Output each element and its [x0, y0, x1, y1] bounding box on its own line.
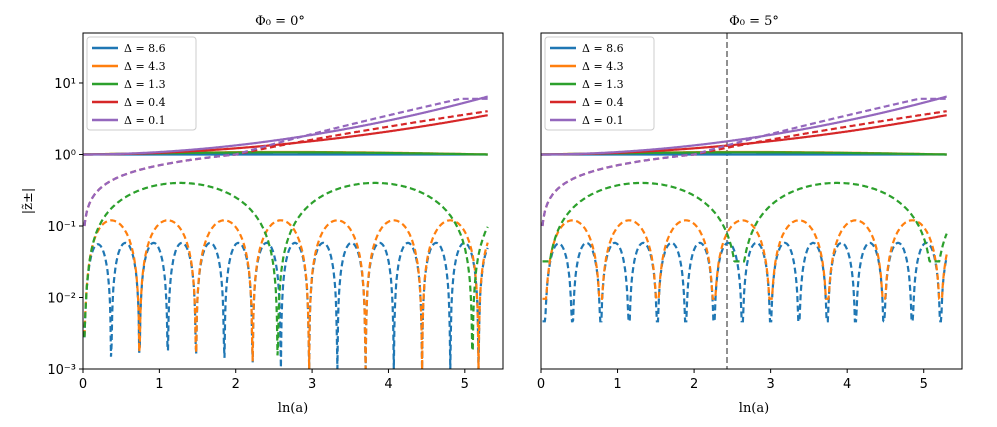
panel-2-xtick-label-0: 0 — [537, 377, 545, 392]
panel-2-legend-label-1: Δ = 8.6 — [582, 42, 624, 55]
panel-2-xtick-label-1: 1 — [613, 377, 621, 392]
panel-1-ytick-label-2: 10⁻¹ — [47, 220, 76, 235]
panel-2-xtick-label-5: 5 — [920, 377, 928, 392]
panel-2-xticks: 0 1 2 3 4 5 — [537, 369, 928, 392]
panel-2-curves — [541, 33, 948, 369]
panel-1-ytick-label-1: 10⁻² — [47, 291, 76, 306]
panel-1-legend: Δ = 8.6 Δ = 4.3 Δ = 1.3 Δ = 0.4 Δ = 0.1 — [86, 36, 197, 131]
panel-2-series-5-solid — [541, 95, 947, 156]
panel-1-xtick-label-2: 2 — [232, 377, 240, 392]
panel-2-xtick-label-4: 4 — [843, 377, 851, 392]
panel-1-series-5-dashed — [83, 97, 488, 227]
panel-1-xtick-label-4: 4 — [384, 377, 392, 392]
panel-1-ytick-label-4: 10¹ — [54, 77, 76, 92]
panel-1-legend-label-2: Δ = 4.3 — [124, 60, 166, 73]
panel-1-ytick-label-0: 10⁻³ — [47, 363, 76, 378]
panel-1-legend-label-3: Δ = 1.3 — [124, 78, 166, 91]
panel-1-ylabel: |z̃±| — [21, 188, 36, 215]
panel-1-series-5-solid — [83, 95, 488, 156]
panel-2-legend-box — [544, 36, 655, 131]
panel-1-xtick-label-3: 3 — [308, 377, 316, 392]
panel-2-xtick-label-2: 2 — [690, 377, 698, 392]
panel-2-series-2-dashed — [542, 219, 948, 300]
panel-phi0-5: Φ₀ = 5° 0 1 2 3 4 5 ln(a) Δ = 8.6 Δ = 4.3 Δ =… — [537, 14, 963, 416]
panel-2-legend-label-5: Δ = 0.1 — [582, 114, 624, 127]
panel-1-xtick-label-0: 0 — [79, 377, 87, 392]
panel-2-xtick-label-3: 3 — [766, 377, 774, 392]
panel-1-title: Φ₀ = 0° — [255, 14, 305, 29]
panel-2-legend-label-2: Δ = 4.3 — [582, 60, 624, 73]
panel-1-yticks: 10⁻³ 10⁻² 10⁻¹ 10⁰ 10¹ — [47, 77, 83, 378]
panel-2-series-1-dashed — [542, 241, 948, 323]
panel-2-legend-label-3: Δ = 1.3 — [582, 78, 624, 91]
panel-1-legend-box — [86, 36, 197, 131]
panel-1-legend-label-1: Δ = 8.6 — [124, 42, 166, 55]
panel-1-curves — [83, 95, 489, 370]
panel-2-legend: Δ = 8.6 Δ = 4.3 Δ = 1.3 Δ = 0.4 Δ = 0.1 — [544, 36, 655, 131]
panel-1-legend-label-5: Δ = 0.1 — [124, 114, 166, 127]
panel-1-series-3-dashed — [83, 181, 489, 356]
panel-1-series-2-dashed — [83, 219, 489, 370]
panel-1-xtick-label-5: 5 — [461, 377, 469, 392]
panel-2-frame — [540, 32, 963, 370]
panel-1-ytick-label-3: 10⁰ — [54, 148, 76, 163]
panel-1-frame — [82, 32, 504, 370]
panel-1-xtick-label-1: 1 — [155, 377, 163, 392]
panel-2-title: Φ₀ = 5° — [729, 14, 779, 29]
panel-2-legend-label-4: Δ = 0.4 — [582, 96, 624, 109]
panel-1-xticks: 0 1 2 3 4 5 — [79, 369, 469, 392]
panel-1-xlabel: ln(a) — [278, 401, 308, 416]
panel-1-legend-label-4: Δ = 0.4 — [124, 96, 166, 109]
panel-2-series-3-dashed — [542, 181, 948, 263]
panel-2-series-5-dashed — [541, 97, 947, 227]
panel-2-xlabel: ln(a) — [739, 401, 769, 416]
